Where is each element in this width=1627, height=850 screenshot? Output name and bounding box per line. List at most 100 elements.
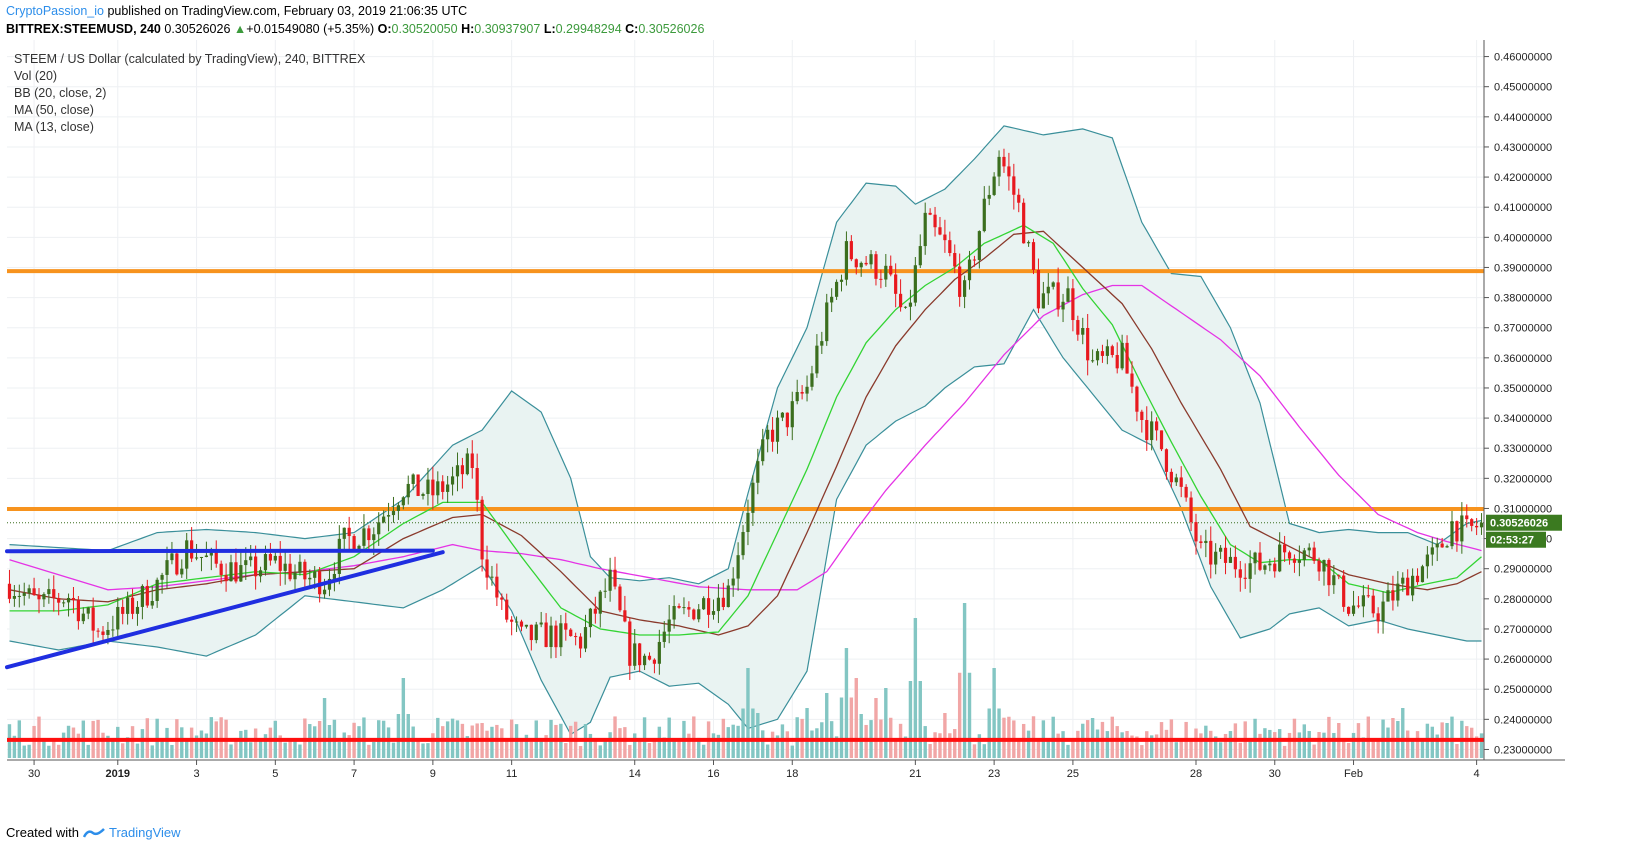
- candle-body: [1302, 550, 1306, 561]
- volume-bar: [928, 743, 932, 758]
- candle-body: [1273, 563, 1277, 572]
- volume-bar: [765, 744, 770, 758]
- high-value: 0.30937907: [474, 22, 541, 36]
- volume-bar: [1031, 716, 1036, 758]
- volume-bar: [1228, 731, 1233, 758]
- candle-body: [958, 266, 962, 297]
- candle-body: [903, 306, 908, 308]
- high-label: H:: [461, 22, 475, 36]
- candle-body: [697, 609, 701, 620]
- volume-bar: [52, 739, 56, 758]
- low-value: 0.29948294: [555, 22, 622, 36]
- candle-body: [470, 453, 474, 469]
- x-tick-label: Feb: [1344, 768, 1363, 780]
- volume-bar: [1007, 716, 1011, 758]
- candle-body: [12, 596, 16, 599]
- open-value: 0.30520050: [391, 22, 458, 36]
- candle-body: [116, 606, 120, 630]
- volume-bar: [322, 698, 327, 758]
- volume-bar: [1465, 726, 1469, 758]
- candle-body: [155, 579, 159, 602]
- volume-bar: [357, 726, 361, 758]
- y-tick-label: 0.40000000: [1494, 232, 1552, 244]
- volume-bar: [1204, 725, 1208, 758]
- candle-body: [800, 392, 804, 394]
- candle-body: [844, 241, 849, 280]
- volume-bar: [116, 726, 120, 758]
- volume-bar: [1095, 729, 1100, 758]
- candle-body: [391, 510, 396, 516]
- candle-body: [332, 573, 337, 579]
- candle-body: [150, 601, 154, 606]
- volume-bar: [293, 738, 297, 758]
- change-arrow-icon: ▲: [233, 22, 247, 36]
- volume-bar: [406, 714, 410, 758]
- candle-body: [293, 572, 297, 580]
- candle-body: [977, 231, 981, 260]
- candle-body: [1140, 411, 1144, 421]
- volume-bar: [1273, 732, 1277, 758]
- candle-body: [130, 597, 135, 614]
- ohlc-line: BITTREX:STEEMUSD, 240 0.30526026 ▲+0.015…: [6, 22, 704, 36]
- author-link[interactable]: CryptoPassion_io: [6, 4, 104, 18]
- candle-body: [1317, 560, 1321, 572]
- candle-body: [1238, 569, 1242, 578]
- volume-bar: [652, 738, 657, 758]
- candle-body: [81, 613, 85, 622]
- candle-body: [859, 262, 863, 268]
- x-tick-label: 5: [272, 768, 278, 780]
- volume-bar: [711, 733, 716, 758]
- volume-bar: [239, 730, 243, 758]
- y-tick-label: 0.41000000: [1494, 202, 1552, 214]
- volume-bar: [125, 737, 130, 758]
- candle-body: [1460, 515, 1464, 542]
- candle-body: [1086, 327, 1090, 361]
- candle-body: [47, 589, 51, 595]
- timer-tag-bg: [1486, 531, 1546, 548]
- candle-body: [283, 563, 287, 571]
- candle-body: [71, 597, 76, 601]
- candle-body: [209, 550, 213, 556]
- volume-bar: [411, 726, 415, 758]
- y-tick-label: 0.32000000: [1494, 473, 1552, 485]
- candle-body: [22, 593, 26, 596]
- candle-body: [997, 156, 1001, 177]
- volume-bar: [918, 681, 922, 758]
- candle-body: [224, 575, 228, 582]
- candle-body: [805, 386, 809, 394]
- candle-body: [1465, 515, 1469, 520]
- x-tick-label: 16: [707, 768, 719, 780]
- volume-bar: [957, 672, 962, 758]
- volume-bar: [42, 739, 46, 758]
- candle-body: [1154, 421, 1159, 431]
- candle-body: [647, 655, 652, 660]
- x-tick-label: 25: [1067, 768, 1079, 780]
- candle-body: [436, 481, 440, 496]
- candle-body: [1356, 605, 1361, 607]
- candle-body: [1342, 575, 1346, 607]
- volume-bar: [1361, 737, 1366, 758]
- candle-body: [1312, 547, 1316, 561]
- volume-bar: [165, 727, 169, 758]
- volume-bar: [170, 744, 174, 758]
- volume-bar: [815, 728, 819, 758]
- volume-bar: [687, 733, 691, 758]
- candle-body: [1470, 519, 1474, 526]
- candle-body: [775, 417, 780, 442]
- candle-body: [1120, 342, 1124, 369]
- bollinger-bands: [9, 125, 1482, 736]
- x-tick-label: 2019: [106, 768, 130, 780]
- created-with-text: Created with: [6, 825, 79, 840]
- volume-bar: [465, 736, 470, 758]
- candle-body: [1401, 577, 1405, 584]
- candle-body: [524, 624, 529, 627]
- candle-body: [7, 583, 12, 599]
- volume-bar: [160, 738, 164, 758]
- tradingview-brand[interactable]: TradingView: [108, 825, 181, 840]
- volume-bar: [1046, 741, 1050, 758]
- candle-body: [967, 259, 972, 281]
- volume-bar: [263, 734, 268, 758]
- volume-bar: [908, 681, 913, 758]
- candle-body: [416, 474, 420, 496]
